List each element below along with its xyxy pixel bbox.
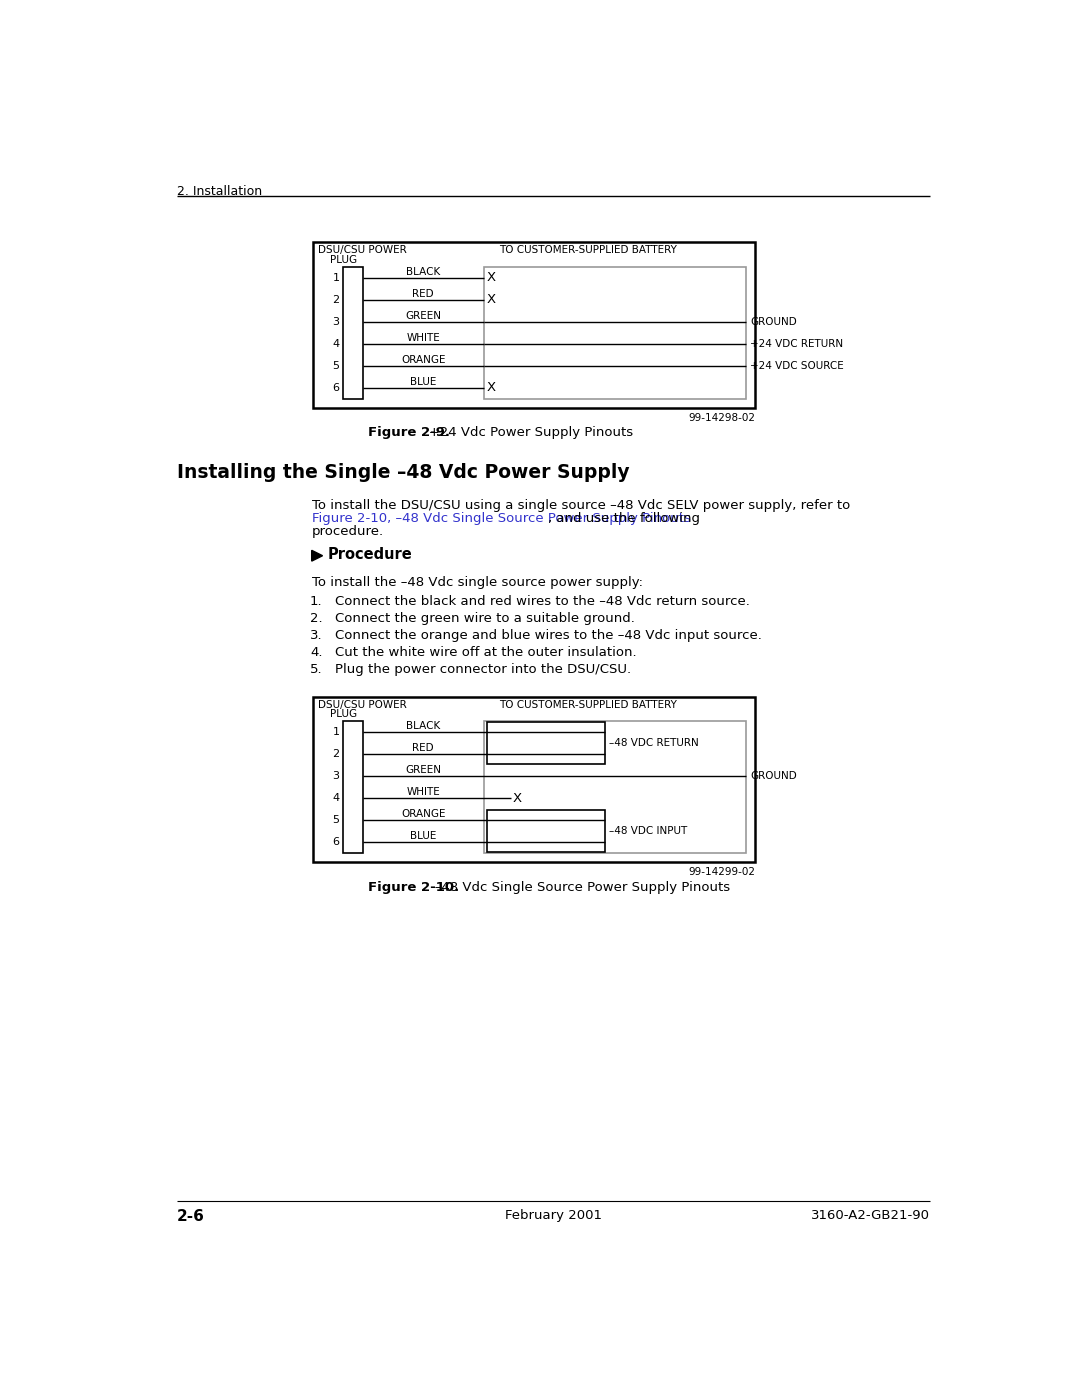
Text: Procedure: Procedure: [327, 546, 411, 562]
Text: X: X: [512, 792, 522, 805]
Text: –48 VDC RETURN: –48 VDC RETURN: [609, 738, 699, 749]
Text: ORANGE: ORANGE: [401, 809, 446, 819]
Text: GREEN: GREEN: [405, 312, 442, 321]
Bar: [484, 267, 745, 398]
Text: procedure.: procedure.: [312, 525, 383, 538]
Text: 1: 1: [333, 272, 339, 284]
Text: –48 Vdc Single Source Power Supply Pinouts: –48 Vdc Single Source Power Supply Pinou…: [422, 880, 730, 894]
Text: Connect the black and red wires to the –48 Vdc return source.: Connect the black and red wires to the –…: [335, 595, 750, 608]
Bar: [313, 242, 755, 408]
Text: 4: 4: [333, 793, 339, 803]
Text: Connect the orange and blue wires to the –48 Vdc input source.: Connect the orange and blue wires to the…: [335, 629, 761, 641]
Text: TO CUSTOMER-SUPPLIED BATTERY: TO CUSTOMER-SUPPLIED BATTERY: [499, 700, 677, 710]
Text: Figure 2-9.: Figure 2-9.: [367, 426, 449, 440]
Text: WHITE: WHITE: [406, 332, 441, 344]
Text: 99-14299-02: 99-14299-02: [688, 866, 755, 877]
Text: Figure 2-10, –48 Vdc Single Source Power Supply Pinouts: Figure 2-10, –48 Vdc Single Source Power…: [312, 511, 690, 525]
Text: 6: 6: [333, 383, 339, 393]
Bar: [342, 721, 363, 854]
Text: TO CUSTOMER-SUPPLIED BATTERY: TO CUSTOMER-SUPPLIED BATTERY: [499, 246, 677, 256]
Text: RED: RED: [413, 743, 434, 753]
Text: 5: 5: [333, 360, 339, 370]
Text: 5.: 5.: [310, 662, 323, 676]
Text: X: X: [487, 271, 496, 285]
Text: To install the –48 Vdc single source power supply:: To install the –48 Vdc single source pow…: [312, 576, 643, 588]
Text: PLUG: PLUG: [330, 708, 357, 719]
Text: GROUND: GROUND: [751, 317, 797, 327]
Text: , and use the following: , and use the following: [549, 511, 700, 525]
Text: WHITE: WHITE: [406, 788, 441, 798]
Text: BLACK: BLACK: [406, 267, 441, 277]
Text: 3.: 3.: [310, 629, 323, 641]
Text: 3160-A2-GB21-90: 3160-A2-GB21-90: [811, 1208, 930, 1222]
Bar: [484, 721, 745, 854]
Text: –48 VDC INPUT: –48 VDC INPUT: [609, 826, 687, 835]
Text: 6: 6: [333, 837, 339, 847]
Text: BLUE: BLUE: [410, 377, 436, 387]
Text: BLACK: BLACK: [406, 721, 441, 732]
Text: X: X: [487, 381, 496, 394]
Text: 2-6: 2-6: [177, 1208, 205, 1224]
Text: 2: 2: [333, 749, 339, 759]
Text: 4: 4: [333, 339, 339, 349]
Text: BLUE: BLUE: [410, 831, 436, 841]
Text: 3: 3: [333, 771, 339, 781]
Bar: [487, 722, 605, 764]
Text: 2.: 2.: [310, 612, 323, 624]
Text: X: X: [487, 293, 496, 306]
Bar: [487, 810, 605, 852]
Bar: [342, 267, 363, 398]
Text: 99-14298-02: 99-14298-02: [688, 412, 755, 422]
Text: 2: 2: [333, 295, 339, 305]
Polygon shape: [312, 550, 323, 562]
Bar: [313, 697, 755, 862]
Text: 1.: 1.: [310, 595, 323, 608]
Text: Connect the green wire to a suitable ground.: Connect the green wire to a suitable gro…: [335, 612, 635, 624]
Text: GREEN: GREEN: [405, 766, 442, 775]
Text: February 2001: February 2001: [505, 1208, 602, 1222]
Text: +24 VDC SOURCE: +24 VDC SOURCE: [751, 360, 845, 370]
Text: 5: 5: [333, 814, 339, 826]
Text: DSU/CSU POWER: DSU/CSU POWER: [318, 700, 407, 710]
Text: PLUG: PLUG: [330, 254, 357, 264]
Text: GROUND: GROUND: [751, 771, 797, 781]
Text: Cut the white wire off at the outer insulation.: Cut the white wire off at the outer insu…: [335, 645, 636, 659]
Text: 2. Installation: 2. Installation: [177, 184, 262, 197]
Text: Figure 2-10.: Figure 2-10.: [367, 880, 459, 894]
Text: DSU/CSU POWER: DSU/CSU POWER: [318, 246, 407, 256]
Text: +24 Vdc Power Supply Pinouts: +24 Vdc Power Supply Pinouts: [416, 426, 633, 440]
Text: Plug the power connector into the DSU/CSU.: Plug the power connector into the DSU/CS…: [335, 662, 631, 676]
Text: Installing the Single –48 Vdc Power Supply: Installing the Single –48 Vdc Power Supp…: [177, 464, 630, 482]
Text: RED: RED: [413, 289, 434, 299]
Text: To install the DSU/CSU using a single source –48 Vdc SELV power supply, refer to: To install the DSU/CSU using a single so…: [312, 499, 850, 511]
Text: 1: 1: [333, 728, 339, 738]
Text: ORANGE: ORANGE: [401, 355, 446, 365]
Text: 4.: 4.: [310, 645, 323, 659]
Text: +24 VDC RETURN: +24 VDC RETURN: [751, 339, 843, 349]
Text: 3: 3: [333, 317, 339, 327]
